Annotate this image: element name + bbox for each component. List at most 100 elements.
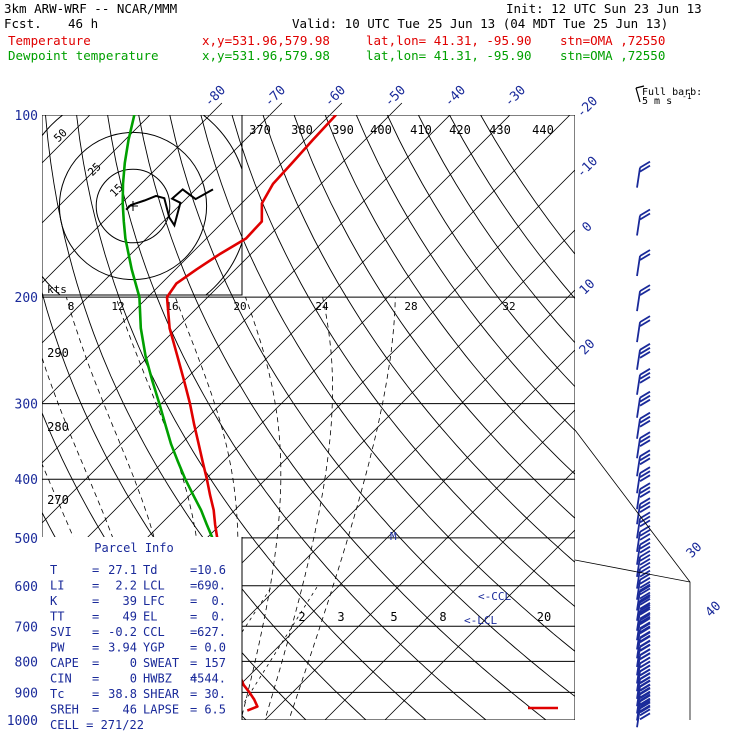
temp-latlon: lat,lon= 41.31, -95.90	[366, 33, 532, 48]
mixing-ratio-line	[232, 585, 319, 720]
wind-barb-feather	[639, 587, 651, 596]
isotherm-line	[384, 529, 575, 720]
wind-barb	[636, 160, 651, 188]
wind-barb-feather	[639, 249, 651, 257]
wind-barb-feather	[639, 648, 651, 657]
dry-adiabat	[138, 115, 547, 720]
theta-label: 410	[410, 123, 432, 137]
wind-barb-feather	[639, 474, 651, 482]
isotherm-label: -60	[322, 83, 349, 110]
parcel-stat-value: 30.	[204, 687, 226, 701]
dry-adiabat	[200, 115, 575, 652]
wind-barb-feather	[639, 497, 651, 505]
wind-barbs: Full barb:5 m s -1	[635, 85, 702, 728]
wind-barb-staff	[636, 255, 641, 277]
wind-barb-feather	[639, 482, 651, 490]
theta-label: 400	[370, 123, 392, 137]
header: 3km ARW-WRF -- NCAR/MMM Init: 12 UTC Sun…	[0, 0, 740, 70]
pressure-label: 200	[15, 291, 38, 306]
isotherm-label: -30	[502, 83, 529, 110]
wind-barb-feather	[639, 690, 651, 699]
wind-barb-feather	[639, 617, 651, 626]
dry-adiabat	[107, 115, 487, 720]
wind-barb-feather	[639, 656, 651, 665]
parcel-stat-value: 157	[204, 656, 226, 670]
wind-barb-feather	[639, 435, 651, 443]
parcel-stat-value: 0.	[212, 610, 226, 624]
dry-adiabat	[169, 115, 575, 698]
wind-barb-feather	[639, 253, 651, 261]
wind-barb-feather	[639, 529, 651, 537]
wind-barb-feather	[639, 631, 651, 640]
isotherm-label: 30	[684, 540, 706, 562]
isotherm-label-text: 10	[577, 277, 599, 299]
kts-tick-label: 8	[68, 300, 75, 313]
wind-barb	[636, 583, 651, 611]
theta-left-label: 280	[47, 420, 69, 434]
wind-barb-feather	[639, 208, 651, 217]
parcel-stat-label: LFC	[143, 594, 165, 608]
outer-frame-line	[574, 559, 691, 583]
theta-label: 430	[489, 123, 511, 137]
wind-barb	[636, 511, 651, 539]
wind-barb-feather	[639, 697, 651, 706]
wind-barb	[636, 431, 651, 459]
isotherm-label: 40	[703, 599, 725, 621]
parcel-stat-eq: =	[92, 656, 99, 670]
isotherm-line	[42, 115, 511, 584]
parcel-info-title: Parcel Info	[94, 541, 173, 555]
hodograph-ring-label-text: 50	[51, 126, 70, 145]
lcl-marker: <-LCL	[464, 614, 497, 627]
wind-barb-feather	[639, 160, 651, 169]
kts-tick-label: 20	[233, 300, 246, 313]
wind-barb-feather	[639, 372, 651, 380]
parcel-stat-value: 627.	[197, 625, 226, 639]
wind-barb	[636, 449, 651, 477]
parcel-stat-value: 39	[123, 594, 137, 608]
wind-barb-feather	[639, 561, 651, 570]
wind-barb	[636, 284, 651, 312]
wind-barb	[636, 573, 651, 600]
theta-label: 380	[291, 123, 313, 137]
wind-barb-feather	[639, 594, 651, 602]
wind-barb-staff	[636, 638, 641, 659]
isotherm-line	[42, 115, 331, 404]
parcel-stat-eq: =	[190, 703, 197, 717]
dry-adiabat	[231, 115, 575, 608]
mixing-ratio-line	[184, 585, 273, 720]
isotherm-label-text: -30	[502, 83, 529, 110]
isotherm-line	[264, 409, 575, 720]
moist-adiabat	[288, 297, 396, 720]
wind-barb-staff	[636, 418, 641, 439]
wind-barb-feather	[639, 672, 651, 680]
kts-label: kts	[47, 283, 67, 296]
isotherm-label: 10	[577, 277, 599, 299]
wind-barb	[636, 411, 651, 439]
wind-barb-feather	[639, 394, 651, 403]
isotherm-label-text: -40	[442, 83, 469, 110]
wind-barb-staff	[636, 321, 641, 343]
wind-barb-feather	[639, 439, 651, 447]
wind-barb-feather	[639, 644, 651, 652]
wind-barb	[636, 613, 651, 641]
parcel-stat-eq: =	[190, 610, 197, 624]
parcel-stat-value: 10.6	[197, 563, 226, 577]
wind-barb-feather	[639, 315, 651, 323]
isotherm-line	[324, 469, 575, 720]
pressure-label: 400	[15, 473, 38, 488]
isotherm-top-segments	[209, 102, 403, 116]
wind-barb-feather	[639, 515, 651, 524]
wind-barb-feather	[639, 519, 651, 528]
wind-barb-feather	[639, 701, 651, 710]
pressure-label: 300	[15, 398, 38, 413]
parcel-stat-eq: =	[92, 579, 99, 593]
parcel-stat-value: 0	[130, 656, 137, 670]
wind-barb-staff	[636, 167, 641, 188]
theta-label: 440	[532, 123, 554, 137]
pressure-label: 900	[15, 686, 38, 701]
hodograph-ring	[58, 131, 208, 281]
wind-barb-feather	[639, 607, 651, 616]
isotherm-label: -80	[202, 83, 229, 110]
wind-barb-feather	[639, 486, 651, 494]
